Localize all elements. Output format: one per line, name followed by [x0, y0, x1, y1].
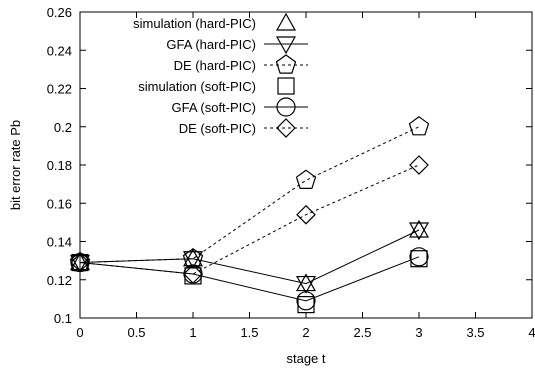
series-5 [70, 155, 429, 284]
x-tick-label: 1.5 [240, 325, 258, 340]
series-line [79, 164, 420, 275]
triangle-down-marker [295, 275, 317, 294]
x-tick-label: 2 [302, 325, 309, 340]
pentagon-marker [275, 54, 297, 74]
x-tick-label: 3 [415, 325, 422, 340]
diamond-marker [276, 118, 296, 138]
triangle-up-marker [69, 252, 91, 271]
pentagon-marker [295, 169, 317, 189]
legend: simulation (hard-PIC) GFA (hard-PIC) DE (h… [133, 12, 308, 138]
y-tick-label: 0.16 [47, 196, 72, 211]
x-tick-label: 0 [76, 325, 83, 340]
y-tick-label: 0.18 [47, 158, 72, 173]
y-tick-label: 0.2 [54, 120, 72, 135]
series-line [79, 126, 420, 263]
triangle-down-marker [408, 222, 430, 241]
triangle-down-marker [275, 36, 297, 55]
y-axis: 0.1 0.12 0.14 0.16 0.18 0.2 0.22 0.24 0.26 [47, 5, 532, 326]
series-3 [71, 250, 428, 314]
square-marker [410, 250, 428, 268]
plot-frame [79, 11, 533, 319]
y-tick-label: 0.24 [47, 43, 72, 58]
triangle-down-marker [182, 251, 204, 269]
series-0 [69, 219, 430, 292]
diamond-marker [409, 155, 429, 175]
legend-label: DE (hard-PIC) [174, 58, 256, 73]
circle-marker [409, 247, 429, 267]
pentagon-marker [408, 116, 430, 136]
x-tick-label: 1 [189, 325, 196, 340]
y-tick-label: 0.1 [54, 311, 72, 326]
x-tick-label: 2.5 [353, 325, 371, 340]
legend-label: simulation (soft-PIC) [138, 79, 256, 94]
series-line [79, 256, 420, 302]
y-tick-label: 0.22 [47, 82, 72, 97]
legend-label: simulation (hard-PIC) [133, 16, 256, 31]
series-4 [70, 247, 429, 311]
triangle-up-marker [275, 12, 297, 31]
series-line [79, 229, 420, 285]
x-tick-label: 4 [528, 325, 535, 340]
y-tick-label: 0.12 [47, 273, 72, 288]
square-marker [277, 77, 295, 95]
x-tick-label: 0.5 [127, 325, 145, 340]
square-marker [71, 253, 89, 272]
circle-marker [296, 291, 316, 311]
circle-marker [276, 97, 296, 117]
series-2 [69, 116, 430, 272]
series-1 [69, 222, 430, 294]
series-layer [69, 116, 430, 314]
triangle-up-marker [408, 219, 430, 238]
diamond-marker [183, 264, 203, 284]
y-tick-label: 0.14 [47, 235, 72, 250]
diamond-marker [296, 204, 316, 225]
y-axis-label: bit error rate Pb [8, 120, 23, 210]
diamond-marker [70, 252, 90, 273]
legend-label: GFA (hard-PIC) [166, 37, 256, 52]
y-tick-label: 0.26 [47, 5, 72, 20]
triangle-down-marker [69, 254, 91, 273]
x-axis-label: stage t [286, 351, 325, 366]
x-tick-label: 3.5 [466, 325, 484, 340]
legend-label: GFA (soft-PIC) [171, 100, 256, 115]
x-axis: 0 0.5 1 1.5 2 2.5 3 3.5 4 [76, 12, 535, 340]
pentagon-marker [182, 247, 204, 268]
legend-label: DE (soft-PIC) [179, 121, 256, 136]
